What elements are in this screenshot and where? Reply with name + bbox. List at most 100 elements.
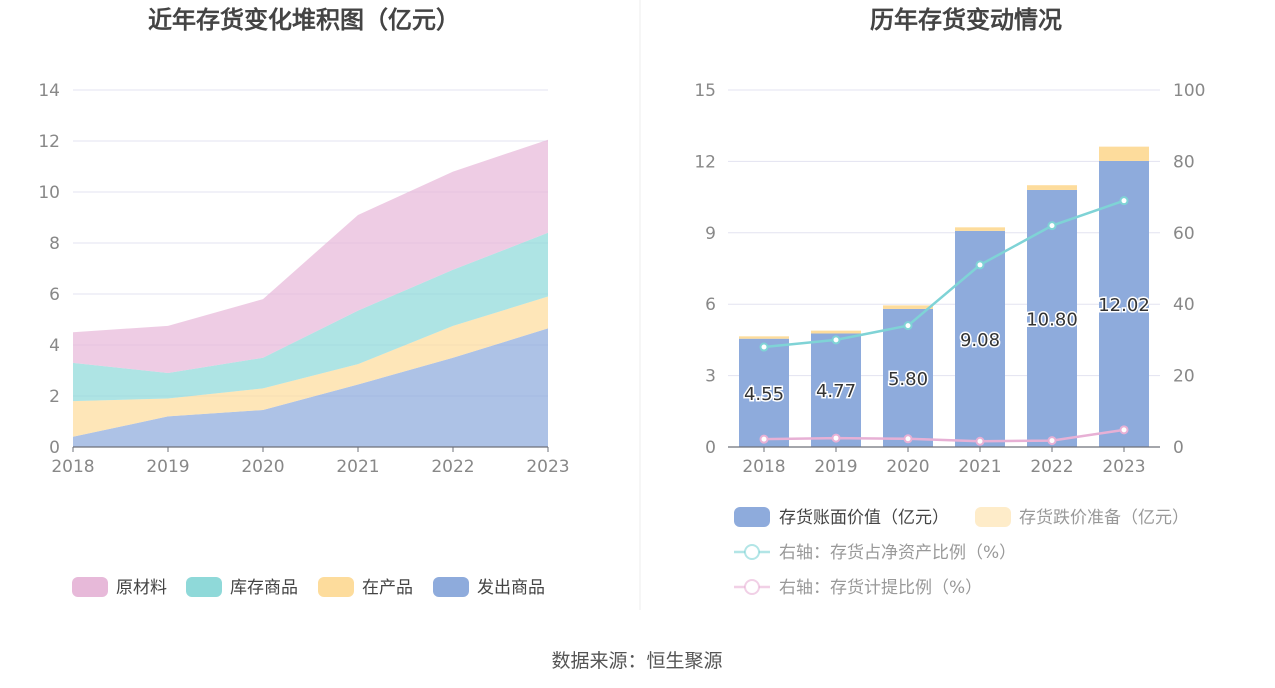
right-legend: 存货账面价值（亿元） 存货跌价准备（亿元）右轴：存货占净资产比例（%） 右轴：存货计… (734, 507, 1189, 598)
right-legend-swatch (975, 507, 1011, 527)
right-x-tick: 2022 (1030, 457, 1073, 477)
left-legend-swatch (186, 577, 222, 597)
right-y-tick: 0 (705, 438, 716, 458)
right-y2-tick: 80 (1173, 152, 1195, 172)
right-legend-label: 存货账面价值（亿元） (779, 508, 949, 528)
right-y-axis-right: 0 20 40 60 80 100 (1173, 81, 1205, 458)
bar-book-value (739, 338, 789, 447)
right-legend-label: 右轴：存货占净资产比例（%） (779, 543, 1016, 563)
bar-value-label: 10.80 (1026, 309, 1078, 330)
right-y-tick: 9 (705, 224, 716, 244)
left-legend-label: 库存商品 (230, 578, 298, 598)
left-x-tick: 2022 (431, 457, 474, 477)
bar-impairment-reserve (1099, 146, 1149, 161)
line-series-1 (763, 428, 1125, 443)
line-point-1 (1119, 425, 1129, 435)
line-series-0 (763, 199, 1125, 349)
right-chart-title: 历年存货变动情况 (870, 6, 1062, 34)
left-legend: 原材料 库存商品 在产品 发出商品 (72, 577, 545, 598)
line-point-1 (831, 433, 841, 443)
right-y2-tick: 40 (1173, 295, 1195, 315)
right-x-tick: 2019 (814, 457, 857, 477)
bar-book-value (811, 333, 861, 447)
right-grid (728, 89, 1160, 448)
bar-value-label: 9.08 (960, 330, 1000, 351)
bar-impairment-reserve (1027, 185, 1077, 190)
left-y-tick: 14 (38, 81, 60, 101)
line-point-1 (1047, 436, 1057, 446)
bar-impairment-reserve (811, 330, 861, 334)
left-areas (73, 139, 548, 448)
right-legend-marker (744, 579, 760, 595)
left-chart-title: 近年存货变化堆积图（亿元） (148, 6, 460, 34)
left-y-tick: 8 (49, 234, 60, 254)
data-source: 数据来源：恒生聚源 (551, 650, 722, 672)
line-point-0 (975, 260, 985, 270)
left-x-tick: 2019 (146, 457, 189, 477)
left-y-tick: 0 (49, 438, 60, 458)
left-y-tick: 2 (49, 387, 60, 407)
bar-book-value (1027, 189, 1077, 447)
left-y-tick: 10 (38, 183, 60, 203)
line-point-0 (1119, 196, 1129, 206)
left-legend-swatch (433, 577, 469, 597)
right-lines (759, 196, 1129, 446)
right-x-tick: 2021 (958, 457, 1001, 477)
line-point-1 (759, 434, 769, 444)
right-y2-tick: 60 (1173, 224, 1195, 244)
line-point-0 (759, 342, 769, 352)
left-legend-label: 发出商品 (477, 578, 545, 598)
area-1 (73, 296, 548, 437)
right-x-tick: 2018 (742, 457, 785, 477)
right-y2-tick: 0 (1173, 438, 1184, 458)
right-y-tick: 6 (705, 295, 716, 315)
right-y-tick: 3 (705, 367, 716, 387)
bar-impairment-reserve (739, 336, 789, 339)
right-y-axis-left: 0 3 6 9 12 15 (694, 81, 716, 458)
bar-value-label: 5.80 (888, 369, 928, 390)
left-legend-label: 原材料 (116, 578, 167, 598)
line-point-0 (831, 335, 841, 345)
bar-impairment-reserve (955, 227, 1005, 231)
area-0 (73, 328, 548, 447)
line-point-0 (903, 321, 913, 331)
left-x-tick: 2023 (526, 457, 569, 477)
right-bars (728, 146, 1160, 448)
left-x-axis: 2018 2019 2020 2021 2022 2023 (51, 447, 570, 477)
right-y2-tick: 20 (1173, 367, 1195, 387)
bar-value-label: 12.02 (1098, 295, 1150, 316)
right-x-tick: 2020 (886, 457, 929, 477)
right-legend-label: 右轴：存货计提比例（%） (779, 578, 982, 598)
line-point-1 (903, 434, 913, 444)
right-legend-swatch (734, 507, 770, 527)
left-x-tick: 2020 (241, 457, 284, 477)
area-3 (73, 139, 548, 374)
combo-bar-line-chart: 历年存货变动情况 4.55 4.77 5.80 9.08 10.80 12.02 0 3 6 9… (694, 6, 1205, 598)
right-x-tick: 2023 (1102, 457, 1145, 477)
line-point-0 (1047, 221, 1057, 231)
left-x-tick: 2018 (51, 457, 94, 477)
line-point-1 (975, 436, 985, 446)
left-y-tick: 12 (38, 132, 60, 152)
left-y-tick: 4 (49, 336, 60, 356)
left-y-axis: 0 2 4 6 8 10 12 14 (38, 81, 60, 458)
left-legend-label: 在产品 (362, 578, 413, 598)
right-y2-tick: 100 (1173, 81, 1205, 101)
bar-book-value (1099, 160, 1149, 447)
right-x-axis: 2018 2019 2020 2021 2022 2023 (742, 447, 1146, 477)
bar-value-label: 4.55 (744, 384, 784, 405)
left-y-tick: 6 (49, 285, 60, 305)
right-legend-label: 存货跌价准备（亿元） (1019, 508, 1189, 528)
right-value-labels: 4.55 4.77 5.80 9.08 10.80 12.02 (742, 293, 1151, 406)
right-legend-marker (744, 544, 760, 560)
left-legend-swatch (72, 577, 108, 597)
right-y-tick: 15 (694, 81, 716, 101)
bar-book-value (883, 308, 933, 447)
area-2 (73, 232, 548, 402)
left-x-tick: 2021 (336, 457, 379, 477)
bar-value-label: 4.77 (816, 381, 856, 402)
bar-impairment-reserve (883, 305, 933, 309)
left-legend-swatch (318, 577, 354, 597)
